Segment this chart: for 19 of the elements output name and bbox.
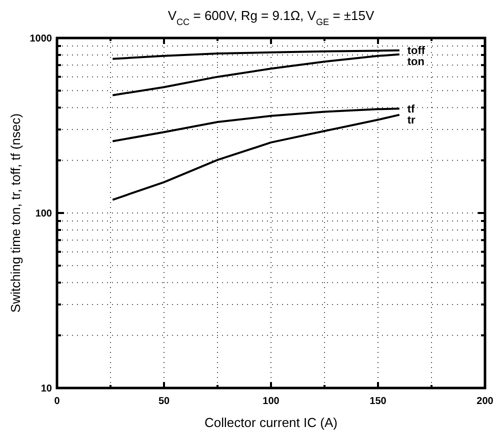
y-tick-label: 1000 [30,34,52,44]
y-tick-label: 100 [35,208,52,220]
x-tick-label: 150 [370,396,387,407]
x-tick-label: 0 [54,396,60,407]
series-label: tf [407,103,416,116]
series-label: ton [407,56,425,68]
y-axis-title: Switching time ton, tr, toff, tf (nsec) [8,113,23,313]
series-label: tr [407,114,416,126]
chart-title: V$_{CC}$ = 600V, Rg = 9.1Ω, V$_{GE}$ = ±15V [168,8,375,27]
x-tick-label: 200 [476,396,494,407]
legend-label: toff [407,45,426,58]
x-axis-title: Collector current IC (A) [204,415,338,430]
y-tick-label: 10 [40,384,52,394]
line-series [112,49,400,60]
line-series [112,53,400,96]
x-tick-label: 100 [262,396,280,407]
x-tick-label: 50 [158,396,170,407]
line-series [112,108,400,142]
line-series [112,114,400,201]
